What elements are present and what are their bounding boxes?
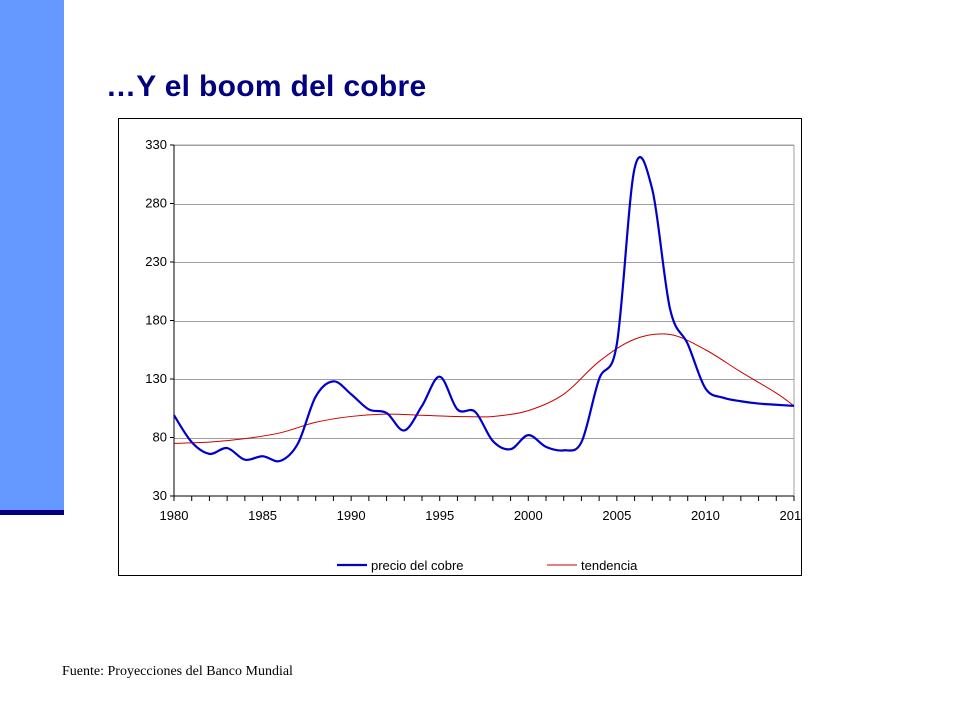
x-tick-label-1985: 1985 (248, 508, 277, 523)
legend-label-tendencia: tendencia (581, 558, 638, 573)
accent-side-bar-underline (0, 510, 64, 515)
chart-frame: 30 80 130 180 230 280 330 1980 1985 1990 1995 2000 2… (118, 118, 802, 576)
line-chart: 30 80 130 180 230 280 330 1980 1985 1990 1995 2000 2… (145, 137, 801, 573)
y-tick-label-30: 30 (153, 488, 167, 503)
grid-lines (174, 144, 795, 496)
y-tick-label-180: 180 (145, 313, 167, 328)
chart-axes: 30 80 130 180 230 280 330 1980 1985 1990 1995 2000 2… (145, 137, 801, 523)
accent-side-bar (0, 0, 64, 511)
y-tick-label-230: 230 (145, 254, 167, 269)
y-tick-label-130: 130 (145, 371, 167, 386)
x-tick-label-1980: 1980 (160, 508, 189, 523)
y-tick-label-280: 280 (145, 196, 167, 211)
series-line-tendencia (173, 333, 795, 444)
x-tick-label-2000: 2000 (514, 508, 543, 523)
y-tick-label-330: 330 (145, 137, 167, 152)
slide-title: …Y el boom del cobre (106, 70, 427, 103)
x-tick-label-2005: 2005 (602, 508, 631, 523)
y-tick-label-80: 80 (153, 430, 167, 445)
x-tick-label-1995: 1995 (425, 508, 454, 523)
series-line-precio-del-cobre (173, 156, 795, 463)
x-tick-label-2015: 2015 (780, 508, 801, 523)
x-tick-label-1990: 1990 (337, 508, 366, 523)
chart-legend: precio del cobre tendencia (337, 558, 638, 573)
source-note: Fuente: Proyecciones del Banco Mundial (62, 664, 293, 679)
legend-label-precio-del-cobre: precio del cobre (371, 558, 464, 573)
x-tick-label-2010: 2010 (691, 508, 720, 523)
chart-series (173, 156, 795, 463)
